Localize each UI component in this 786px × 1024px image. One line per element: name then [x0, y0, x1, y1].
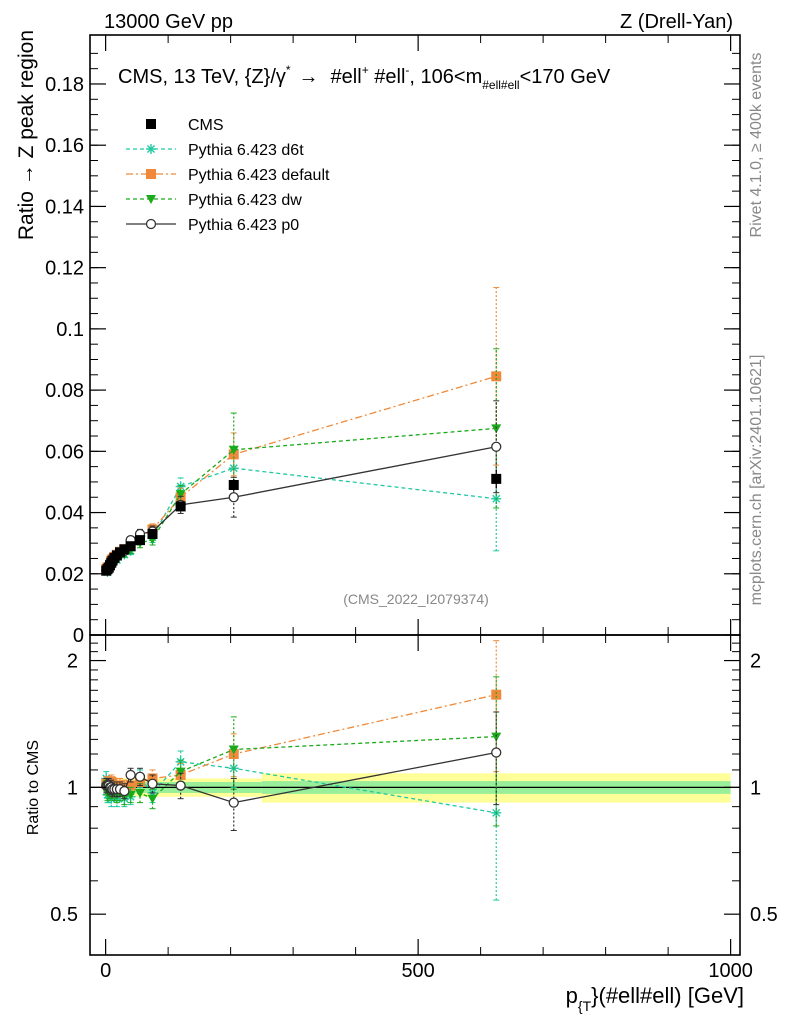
- ratio-y-tick-label-right: 1: [750, 777, 761, 799]
- point-cms: [228, 480, 239, 490]
- point-pythia-6-423-default: [491, 371, 502, 382]
- x-axis-label: p{T}(#ell#ell) [GeV]: [566, 983, 744, 1014]
- legend-label-pythia-6-423-p0: Pythia 6.423 p0: [188, 217, 299, 234]
- line-pythia-6-423-p0: [105, 446, 497, 571]
- rivet-version-label: Rivet 4.1.0, ≥ 400k events: [748, 53, 765, 238]
- y-tick-label: 0: [73, 625, 84, 647]
- x-tick-label: 500: [401, 960, 434, 982]
- ratio-point-pythia-6-423-p0: [134, 771, 146, 782]
- ratio-point-pythia-6-423-dw: [228, 745, 239, 755]
- ratio-point-pythia-6-423-p0: [175, 780, 186, 791]
- point-cms: [119, 544, 130, 555]
- ratio-panel-frame: [89, 634, 741, 956]
- legend-label-cms: CMS: [188, 117, 224, 134]
- legend-label-pythia-6-423-d6t: Pythia 6.423 d6t: [188, 142, 304, 159]
- line-pythia-6-423-default: [105, 375, 497, 570]
- y-tick-label: 0.04: [45, 503, 84, 525]
- legend-marker-pythia-6-423-d6t: [146, 144, 156, 154]
- analysis-id-label: (CMS_2022_I2079374): [343, 591, 489, 607]
- line-pythia-6-423-dw: [105, 427, 497, 573]
- header-energy-label: 13000 GeV pp: [104, 11, 233, 33]
- point-pythia-6-423-dw: [228, 445, 239, 455]
- point-cms: [135, 535, 145, 546]
- legend-marker-pythia-6-423-p0: [145, 218, 157, 230]
- point-pythia-6-423-dw: [491, 424, 502, 434]
- ratio-point-pythia-6-423-default: [491, 689, 502, 700]
- y-tick-label: 0.1: [56, 319, 84, 341]
- ratio-point-pythia-6-423-p0: [125, 769, 136, 781]
- ratio-point-pythia-6-423-p0: [147, 778, 158, 789]
- ratio-panel: [90, 640, 740, 901]
- ratio-point-pythia-6-423-default: [147, 773, 158, 784]
- legend-marker-cms: [146, 119, 156, 129]
- legend: CMS Pythia 6.423 d6t Pythia 6.423 default P…: [126, 117, 330, 234]
- ratio-point-pythia-6-423-dw: [175, 767, 186, 777]
- point-pythia-6-423-p0: [228, 492, 239, 503]
- header-process-label: Z (Drell-Yan): [620, 11, 733, 33]
- legend-marker-pythia-6-423-default: [146, 169, 156, 179]
- y-tick-label: 0.16: [45, 135, 84, 157]
- chart-title: CMS, 13 TeV, {Z}/γ* → #ell+ #ell-, 106<m#e…: [118, 63, 611, 92]
- y-tick-label: 0.08: [45, 380, 84, 402]
- point-pythia-6-423-dw: [175, 490, 186, 500]
- y-tick-label: 0.18: [45, 74, 84, 96]
- bottom-y-axis-label: Ratio to CMS: [25, 740, 42, 835]
- ratio-y-tick-label: 1: [67, 777, 78, 799]
- ratio-point-pythia-6-423-p0: [228, 797, 239, 808]
- x-tick-label: 0: [100, 960, 111, 982]
- y-tick-label: 0.14: [45, 196, 84, 218]
- mcplots-label: mcplots.cern.ch [arXiv:2401.10621]: [748, 355, 765, 606]
- legend-label-pythia-6-423-dw: Pythia 6.423 dw: [188, 192, 302, 209]
- top-panel: [101, 287, 502, 577]
- ratio-point-pythia-6-423-p0: [119, 785, 130, 797]
- top-y-axis-label: Ratio → Z peak region: [15, 30, 38, 240]
- point-cms: [147, 528, 158, 539]
- legend-label-pythia-6-423-default: Pythia 6.423 default: [188, 167, 330, 184]
- ratio-y-tick-label: 2: [67, 651, 78, 673]
- ratio-point-pythia-6-423-default: [135, 776, 145, 787]
- ratio-point-pythia-6-423-dw: [135, 788, 145, 798]
- point-pythia-6-423-p0: [491, 441, 502, 452]
- ratio-point-pythia-6-423-dw: [147, 794, 158, 804]
- point-cms: [491, 473, 502, 484]
- ratio-y-tick-label: 0.5: [50, 904, 78, 926]
- ratio-y-tick-label-right: 0.5: [750, 904, 778, 926]
- ratio-point-pythia-6-423-p0: [491, 747, 502, 758]
- ratio-y-tick-label-right: 2: [750, 651, 761, 673]
- point-cms: [125, 541, 136, 552]
- x-tick-label: 1000: [708, 960, 753, 982]
- ratio-point-pythia-6-423-default: [125, 780, 136, 791]
- legend-marker-pythia-6-423-dw: [146, 195, 156, 204]
- ratio-point-pythia-6-423-dw: [491, 732, 502, 742]
- axes: 0 500 1000 0 0.02 0.04 0.06 0.08 0.1 0.12 0.14 0.16…: [45, 35, 778, 982]
- y-tick-label: 0.12: [45, 258, 84, 280]
- y-tick-label: 0.02: [45, 564, 84, 586]
- point-cms: [175, 501, 186, 512]
- y-tick-label: 0.06: [45, 441, 84, 463]
